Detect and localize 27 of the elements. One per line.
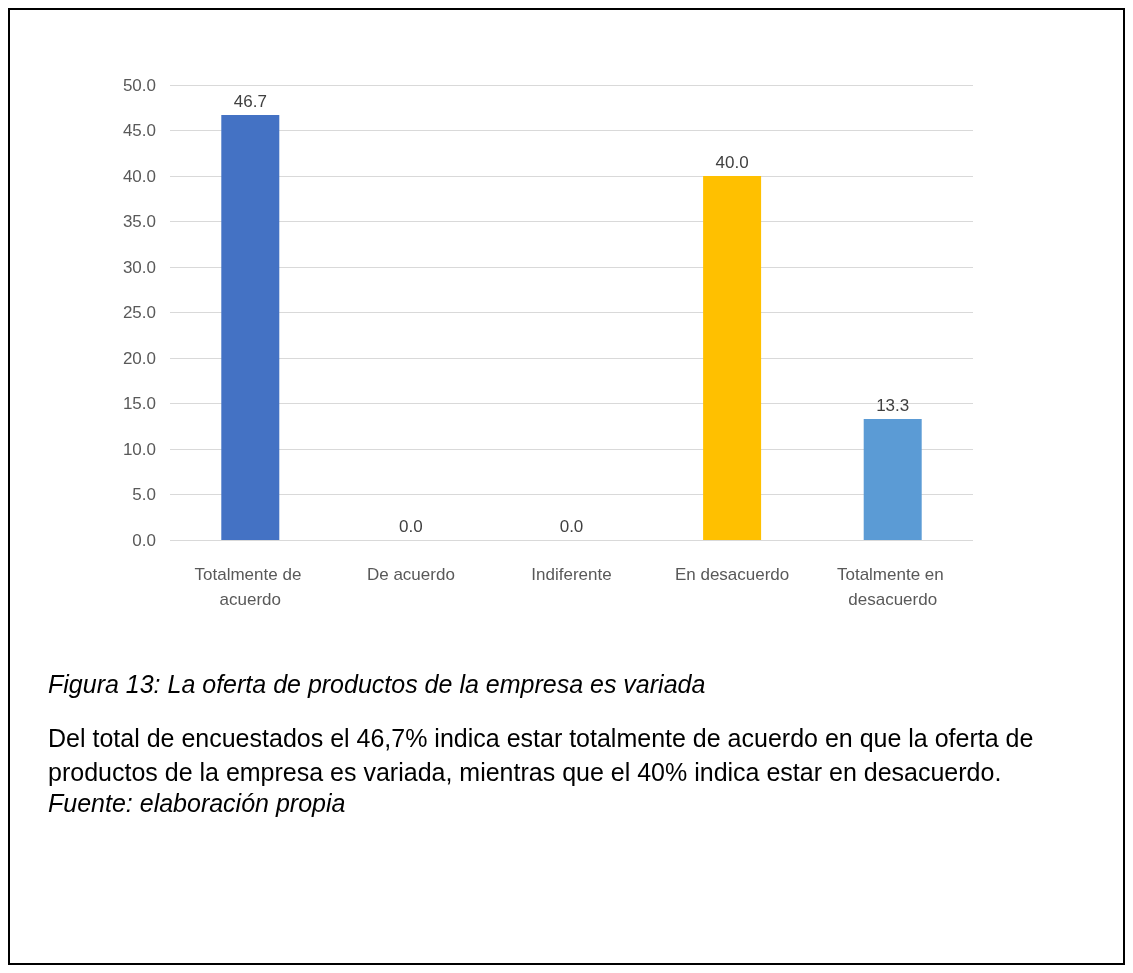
y-tick-label: 0.0 — [132, 530, 156, 550]
data-label: 0.0 — [559, 517, 584, 536]
x-tick-label: Totalmente en desacuerdo — [836, 565, 949, 609]
y-tick-label: 40.0 — [122, 166, 156, 186]
bar — [221, 115, 280, 540]
text: Del total de encuestados el 46,7% indica estar totalmente de acuerdo en que la oferta de productos de la empresa es variada, mientras que el 40% indica estar en desacuerdo. — [48, 723, 1035, 788]
y-tick-label: 5.0 — [132, 485, 156, 504]
x-tick-label: En desacuerdo — [674, 565, 790, 584]
y-tick-label: 10.0 — [122, 439, 156, 459]
y-tick-label: 50.0 — [122, 75, 156, 95]
y-tick-label: 35.0 — [122, 212, 156, 231]
data-label: 13.3 — [876, 395, 910, 415]
bar — [703, 176, 762, 540]
data-label: 46.7 — [233, 92, 267, 112]
data-label: 40.0 — [715, 153, 749, 172]
x-tick-label: De acuerdo — [366, 565, 455, 584]
y-tick-label: 30.0 — [122, 257, 156, 277]
data-label: 0.0 — [399, 517, 423, 536]
x-tick-label: Indiferente — [531, 565, 612, 584]
y-tick-label: 45.0 — [122, 121, 156, 140]
y-tick-label: 15.0 — [122, 394, 156, 413]
y-tick-label: 25.0 — [122, 303, 156, 322]
text: Figura 13: La oferta de productos de la empresa es variada — [48, 670, 707, 699]
bar — [863, 418, 922, 540]
source-note: Fuente: elaboración propia — [48, 789, 347, 818]
x-tick-label: Totalmente de acuerdo — [194, 565, 307, 609]
y-tick-label: 20.0 — [122, 348, 156, 368]
